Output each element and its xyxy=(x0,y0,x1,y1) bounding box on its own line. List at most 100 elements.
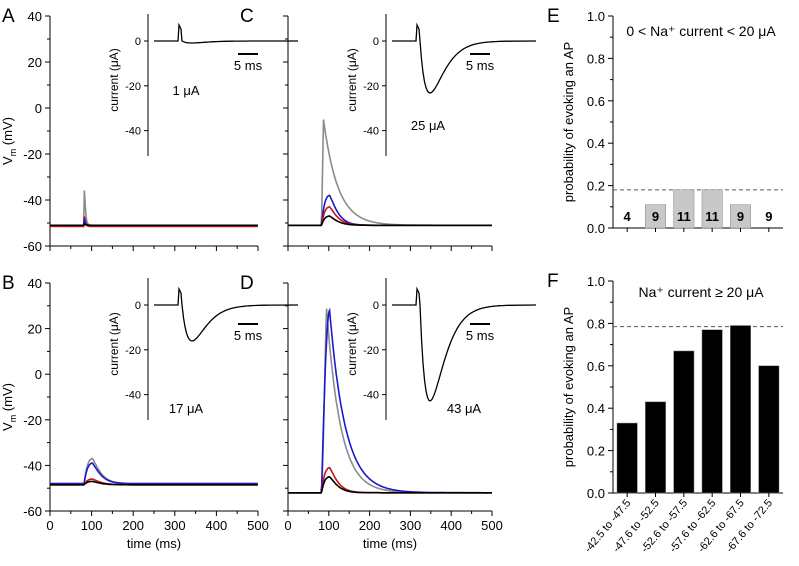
inset-y-axis-title: current (μA) xyxy=(107,48,121,112)
y-tick-label: -20 xyxy=(23,147,42,162)
panel-letter-f: F xyxy=(547,271,559,292)
y-tick-label: -20 xyxy=(23,413,42,428)
peak-current-label: 1 μA xyxy=(172,83,199,98)
y-axis-title-v: V xyxy=(0,156,15,165)
bar-count-label: 4 xyxy=(624,209,632,224)
inset-y-tick-label: -20 xyxy=(363,345,379,357)
y-axis-title-sub: m xyxy=(8,415,18,423)
trace-black xyxy=(50,480,258,486)
x-tick-label: 500 xyxy=(247,518,269,533)
inset-y-axis-title: current (μA) xyxy=(107,312,121,376)
y-tick-label: 0.0 xyxy=(587,486,605,501)
panel-letter-a: A xyxy=(2,6,15,27)
y-axis-title: Vm (mV) xyxy=(0,383,18,431)
scale-bar-label: 5 ms xyxy=(466,58,495,73)
inset-y-tick-label: -20 xyxy=(363,81,379,93)
bar-count-label: 11 xyxy=(677,209,691,224)
trace-black xyxy=(288,476,492,494)
y-axis-title: probability of evoking an AP xyxy=(561,42,576,202)
y-tick-label: 0.8 xyxy=(587,316,605,331)
x-tick-label: 0 xyxy=(284,518,291,533)
y-tick-label: 0.8 xyxy=(587,51,605,66)
bar-count-label: 10 xyxy=(762,422,776,437)
trace-black xyxy=(50,222,258,227)
x-tick-label: 100 xyxy=(318,518,340,533)
y-tick-label: 20 xyxy=(28,55,42,70)
inset-y-tick-label: 0 xyxy=(373,300,379,312)
trace-red xyxy=(288,206,492,227)
y-tick-label: 0.2 xyxy=(587,444,605,459)
panel-letter-e: E xyxy=(547,6,560,27)
inset-y-tick-label: 0 xyxy=(135,36,141,48)
x-tick-label: 200 xyxy=(122,518,144,533)
y-tick-label: 0.0 xyxy=(587,221,605,236)
trace-black xyxy=(288,215,492,227)
inset-y-tick-label: -20 xyxy=(125,81,141,93)
bar-count-label: 9 xyxy=(737,209,744,224)
y-tick-label: 0.6 xyxy=(587,94,605,109)
peak-current-label: 25 μA xyxy=(411,118,446,133)
inset-y-tick-label: -40 xyxy=(363,390,379,402)
panel-a: A -60 -40 -20 0 20 40 Vm (mV) 0 -20 -40 current (μA… xyxy=(0,6,298,254)
inset-y-axis-title: current (μA) xyxy=(345,312,359,376)
x-tick-label: 0 xyxy=(46,518,53,533)
y-tick-label: 40 xyxy=(28,9,42,24)
y-axis-title: probability of evoking an AP xyxy=(561,307,576,467)
trace-gray xyxy=(288,119,492,227)
bar-count-label: 11 xyxy=(705,209,719,224)
inset-y-tick-label: -40 xyxy=(363,126,379,138)
inset-current-trace xyxy=(392,22,537,94)
chart-title: Na⁺ current ≥ 20 μA xyxy=(638,284,764,300)
trace-blue xyxy=(288,194,492,227)
panel-e: E 0.0 0.2 0.4 0.6 0.8 1.0 probability of evokin… xyxy=(547,6,783,236)
inset-y-tick-label: 0 xyxy=(135,300,141,312)
inset-y-tick-label: -40 xyxy=(125,390,141,402)
bar-count-label: 13 xyxy=(705,404,719,419)
x-tick-label: 300 xyxy=(164,518,186,533)
inset-current-trace xyxy=(392,286,537,402)
chart-title: 0 < Na⁺ current < 20 μA xyxy=(626,23,776,39)
panel-f: F 0.0 0.2 0.4 0.6 0.8 1.0 probability of evokin… xyxy=(547,271,783,555)
inset-current-d: 0 -20 -40 current (μA) 5 ms 43 μA xyxy=(345,278,537,420)
x-tick-label: 400 xyxy=(206,518,228,533)
x-tick-label: 100 xyxy=(81,518,103,533)
panel-letter-d: D xyxy=(240,273,254,294)
inset-y-axis-title: current (μA) xyxy=(345,48,359,112)
panel-d: D 0 100 200 300 400 500 time (ms) 0 -20 -40 current… xyxy=(240,273,537,551)
trace-blue xyxy=(50,216,258,227)
bar-count-label: 9 xyxy=(652,209,659,224)
y-tick-label: -60 xyxy=(23,239,42,254)
y-axis-title-unit: (mV) xyxy=(0,117,15,149)
x-axis-title: time (ms) xyxy=(363,536,417,551)
inset-y-tick-label: 0 xyxy=(373,36,379,48)
y-tick-label: 40 xyxy=(28,276,42,291)
y-tick-label: 0 xyxy=(35,101,42,116)
y-tick-label: 0.6 xyxy=(587,359,605,374)
inset-y-tick-label: -40 xyxy=(125,126,141,138)
y-tick-label: 20 xyxy=(28,322,42,337)
inset-current-b: 0 -20 -40 current (μA) 5 ms 17 μA xyxy=(107,278,299,420)
scale-bar-label: 5 ms xyxy=(234,58,263,73)
y-axis-title-v: V xyxy=(0,422,15,431)
trace-gray xyxy=(50,457,258,485)
trace-gray xyxy=(50,190,258,227)
x-tick-label: 300 xyxy=(400,518,422,533)
y-tick-label: 0.4 xyxy=(587,136,605,151)
trace-red xyxy=(50,216,258,228)
y-tick-label: 0 xyxy=(35,367,42,382)
panel-letter-c: C xyxy=(240,6,254,27)
y-axis-title-sub: m xyxy=(8,149,18,157)
bar-count-label: 9 xyxy=(680,415,687,430)
bar-count-label: 6 xyxy=(624,451,631,466)
y-tick-label: 1.0 xyxy=(587,9,605,24)
y-tick-label: -40 xyxy=(23,458,42,473)
x-axis-title: time (ms) xyxy=(127,536,181,551)
scale-bar-label: 5 ms xyxy=(466,328,495,343)
y-axis-title-unit: (mV) xyxy=(0,383,15,415)
peak-current-label: 43 μA xyxy=(447,401,482,416)
y-tick-label: 0.4 xyxy=(587,401,605,416)
panel-letter-b: B xyxy=(2,273,15,294)
bar-count-label: 7 xyxy=(652,440,659,455)
